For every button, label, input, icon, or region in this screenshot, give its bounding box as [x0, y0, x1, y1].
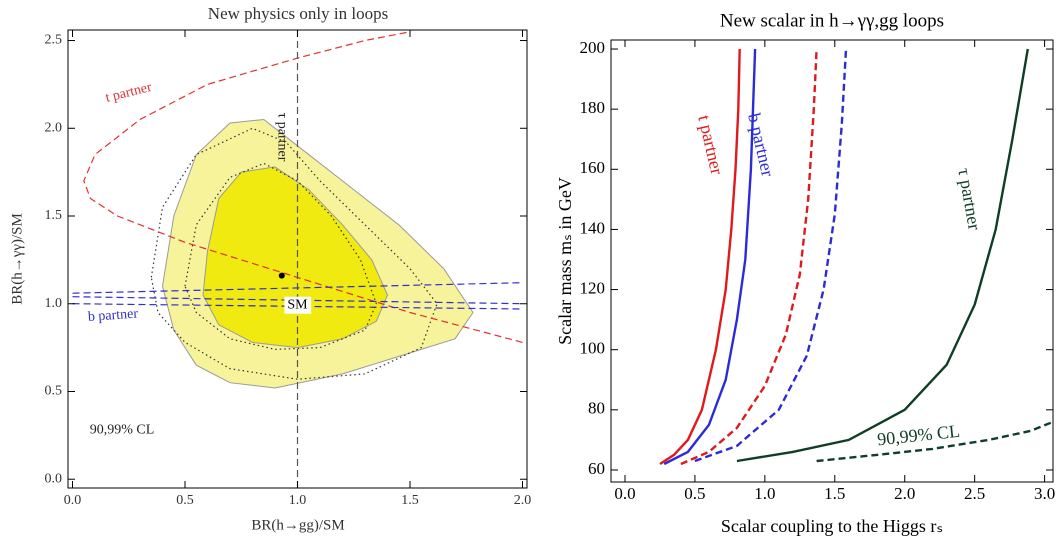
curve — [816, 420, 1053, 463]
annotation-label: 90,99% CL — [876, 421, 961, 450]
curve — [736, 48, 1029, 463]
x-tick-label: 1.0 — [289, 493, 307, 508]
panel: 0.0 0.5 1.0 1.5 2.0 2.5 3.0 60 80 100 120 140 160 180… — [555, 10, 1055, 536]
y-tick-label: 120 — [580, 278, 606, 297]
annotation: t partner — [694, 113, 727, 176]
x-tick-label: 3.0 — [1034, 484, 1055, 503]
x-tick-label: 2.0 — [514, 493, 532, 508]
curve — [663, 48, 757, 466]
annotation: τ partner — [954, 166, 985, 231]
y-axis-label: BR(h→γγ)/SM — [9, 213, 25, 305]
y-tick-label: 80 — [588, 399, 605, 418]
y-tick-label: 180 — [580, 98, 606, 117]
annotation: b partner — [744, 111, 778, 178]
annotation: τ partner — [275, 113, 290, 162]
curve — [184, 162, 377, 351]
y-tick-label: 160 — [580, 158, 606, 177]
x-tick-label: 2.0 — [894, 484, 915, 503]
plot-area — [72, 30, 523, 488]
y-axis-label: Scalar mass mₛ in GeV — [555, 177, 575, 345]
plot-frame — [610, 39, 1054, 483]
annotation-label: t partner — [104, 80, 154, 106]
annotation: SM — [284, 296, 312, 314]
annotation: 90,99% CL — [90, 422, 155, 437]
x-axis-label: Scalar coupling to the Higgs rₛ — [721, 516, 943, 536]
curve — [659, 48, 741, 466]
annotation-label: SM — [287, 298, 308, 313]
plot-area — [659, 48, 1053, 466]
y-tick-label: 2.5 — [45, 33, 63, 48]
y-tick-label: 1.5 — [45, 208, 63, 223]
annotation-label: 90,99% CL — [90, 422, 155, 437]
y-tick-label: 2.0 — [45, 120, 63, 135]
x-tick-label: 1.0 — [754, 484, 775, 503]
annotation-label: b partner — [87, 306, 138, 324]
curve — [680, 48, 818, 466]
x-tick-label: 0.0 — [64, 493, 82, 508]
x-tick-label: 0.0 — [614, 484, 635, 503]
panel: 0.0 0.5 1.0 1.5 2.0 0.0 0.5 1.0 1.5 2.0 2.5 t partn… — [9, 4, 531, 534]
y-tick-label: 200 — [580, 38, 606, 57]
chart-title: New scalar in h→γγ,gg loops — [720, 10, 944, 31]
x-tick-label: 0.5 — [684, 484, 705, 503]
confidence-region — [202, 166, 389, 349]
x-axis-label: BR(h→gg)/SM — [251, 517, 344, 533]
annotation: 90,99% CL — [876, 421, 961, 450]
y-tick-label: 0.0 — [45, 471, 63, 486]
x-tick-label: 2.5 — [964, 484, 985, 503]
chart-title: New physics only in loops — [208, 4, 388, 23]
y-tick-label: 140 — [580, 218, 606, 237]
annotation-label: τ partner — [954, 166, 985, 231]
curve — [694, 48, 848, 463]
y-tick-label: 100 — [580, 339, 606, 358]
x-tick-label: 0.5 — [176, 493, 194, 508]
x-tick-label: 1.5 — [824, 484, 845, 503]
best-fit-point — [278, 272, 285, 279]
annotation-label: t partner — [694, 113, 727, 176]
annotation: t partner — [104, 80, 154, 106]
x-tick-label: 1.5 — [401, 493, 419, 508]
annotation-background — [284, 296, 312, 314]
y-tick-label: 60 — [588, 459, 605, 478]
annotation-label: τ partner — [275, 113, 290, 162]
annotation: b partner — [87, 306, 138, 324]
annotation-label: b partner — [744, 111, 778, 178]
y-tick-label: 1.0 — [45, 296, 63, 311]
y-tick-label: 0.5 — [45, 384, 63, 399]
